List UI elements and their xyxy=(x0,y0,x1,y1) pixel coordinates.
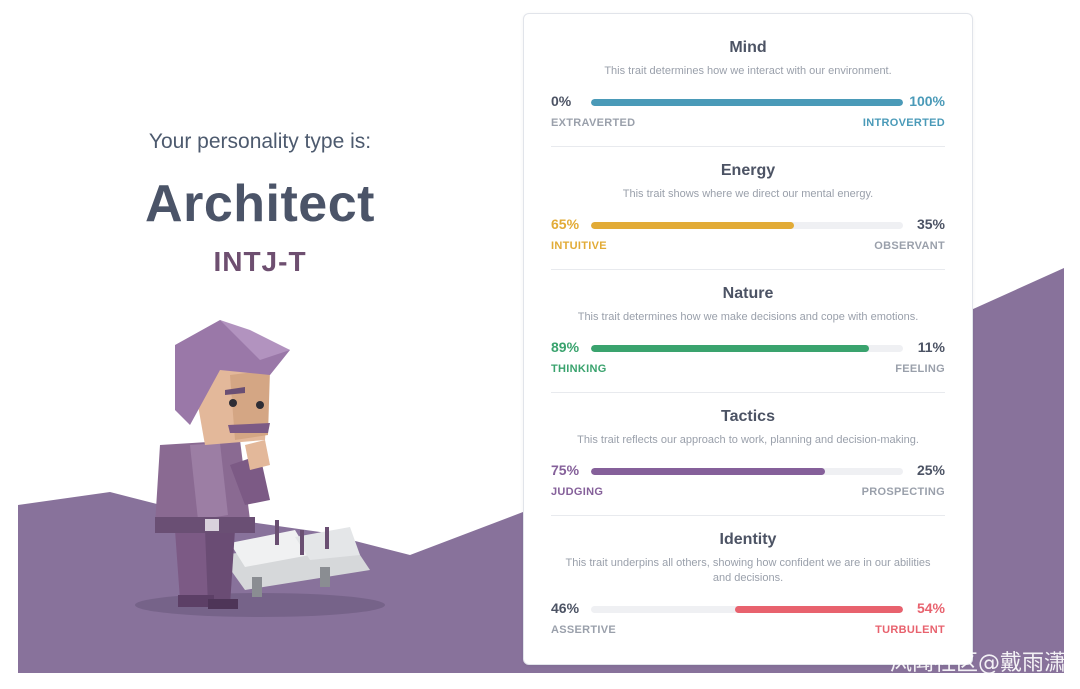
personality-type-code: INTJ-T xyxy=(213,246,307,277)
trait-bar-fill xyxy=(591,222,794,229)
left-trait-label: ASSERTIVE xyxy=(551,624,617,636)
left-trait-label: EXTRAVERTED xyxy=(551,117,636,129)
trait-tactics: Tactics This trait reflects our approach… xyxy=(551,408,945,500)
result-subtitle: Your personality type is: xyxy=(148,130,372,153)
watermark: 风闻社区@戴雨潇 xyxy=(889,651,1066,676)
trait-bar-track xyxy=(591,222,903,229)
personality-type-name: Architect xyxy=(145,175,375,233)
trait-title: Nature xyxy=(722,285,774,302)
trait-title: Identity xyxy=(719,531,777,548)
trait-energy: Energy This trait shows where we direct … xyxy=(551,162,945,254)
trait-bar-fill xyxy=(734,606,903,613)
trait-description: This trait reflects our approach to work… xyxy=(577,434,919,446)
trait-bar-fill xyxy=(591,468,825,475)
trait-labels: THINKING FEELING xyxy=(551,363,945,377)
trait-description: This trait determines how we make decisi… xyxy=(577,311,919,323)
divider xyxy=(551,392,945,393)
trait-labels: INTUITIVE OBSERVANT xyxy=(551,240,945,254)
trait-bar-row: 46% 54% xyxy=(551,600,945,618)
trait-bar-track xyxy=(591,606,903,613)
trait-nature: Nature This trait determines how we make… xyxy=(551,285,945,377)
trait-description: This trait shows where we direct our men… xyxy=(622,188,874,200)
trait-labels: ASSERTIVE TURBULENT xyxy=(551,624,945,638)
trait-mind: Mind This trait determines how we intera… xyxy=(551,39,945,131)
trait-description: This trait underpins all others, showing… xyxy=(565,557,931,584)
right-percentage: 11% xyxy=(917,339,945,355)
trait-description: This trait determines how we interact wi… xyxy=(604,65,892,77)
left-trait-label: THINKING xyxy=(551,363,607,375)
left-percentage: 65% xyxy=(551,216,580,232)
right-percentage: 100% xyxy=(909,93,945,109)
trait-labels: EXTRAVERTED INTROVERTED xyxy=(551,117,945,131)
trait-bar-row: 65% 35% xyxy=(551,216,945,234)
trait-bar-row: 0% 100% xyxy=(551,93,945,111)
left-percentage: 46% xyxy=(551,600,580,616)
right-trait-label: TURBULENT xyxy=(875,624,945,636)
right-percentage: 35% xyxy=(916,216,945,232)
right-percentage: 25% xyxy=(916,462,945,478)
trait-bar-track xyxy=(591,345,903,352)
left-trait-label: INTUITIVE xyxy=(551,240,607,252)
trait-bar-row: 75% 25% xyxy=(551,462,945,480)
trait-bar-fill xyxy=(591,345,869,352)
trait-title: Energy xyxy=(720,162,776,179)
traits-card: Mind This trait determines how we intera… xyxy=(523,13,973,665)
architect-character-illustration xyxy=(135,320,385,617)
divider xyxy=(551,515,945,516)
right-trait-label: OBSERVANT xyxy=(874,240,945,252)
right-trait-label: INTROVERTED xyxy=(862,117,945,129)
left-percentage: 89% xyxy=(551,339,580,355)
trait-identity: Identity This trait underpins all others… xyxy=(551,531,945,638)
trait-bar-fill xyxy=(591,99,903,106)
right-percentage: 54% xyxy=(916,600,945,616)
right-trait-label: FEELING xyxy=(895,363,945,375)
divider xyxy=(551,146,945,147)
left-percentage: 75% xyxy=(551,462,580,478)
right-trait-label: PROSPECTING xyxy=(861,486,945,498)
divider xyxy=(551,269,945,270)
personality-result: Your personality type is: Architect INTJ… xyxy=(60,120,460,278)
left-percentage: 0% xyxy=(551,93,572,109)
trait-bar-track xyxy=(591,99,903,106)
trait-bar-row: 89% 11% xyxy=(551,339,945,357)
trait-bar-track xyxy=(591,468,903,475)
trait-labels: JUDGING PROSPECTING xyxy=(551,486,945,500)
left-trait-label: JUDGING xyxy=(551,486,604,498)
trait-title: Mind xyxy=(729,39,767,56)
trait-title: Tactics xyxy=(721,408,775,425)
